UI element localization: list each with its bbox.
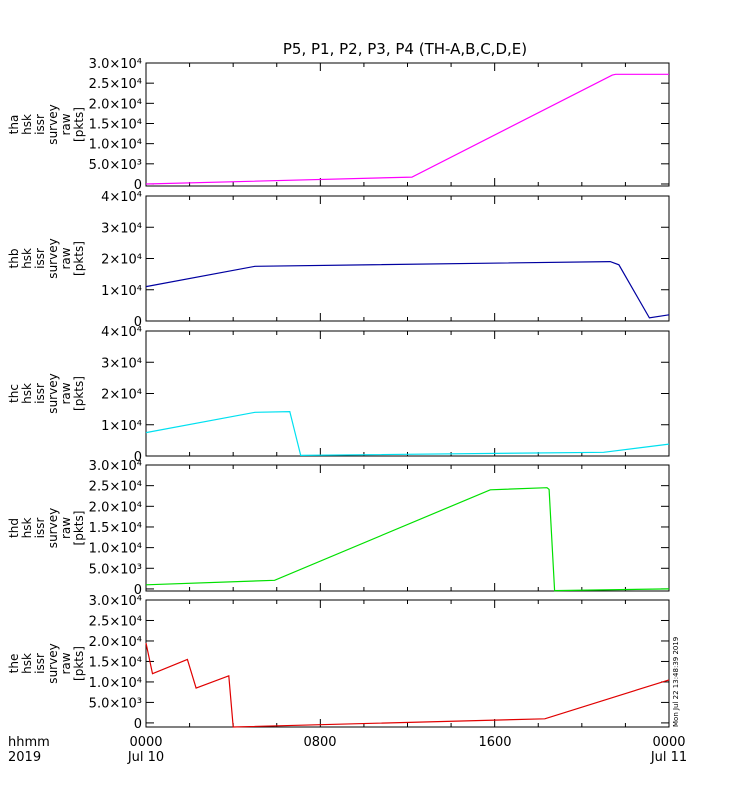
chart-title: P5, P1, P2, P3, P4 (TH-A,B,C,D,E)	[283, 40, 527, 58]
y-tick-label: 2.5×10⁴	[89, 614, 142, 629]
panel-thb: 0 1×10⁴ 2×10⁴ 3×10⁴ 4×10⁴ thb hsk issr survey raw…	[7, 190, 670, 330]
y-axis-label-line: issr	[33, 114, 47, 135]
panel-the: 0 5.0×10³ 1.0×10⁴ 1.5×10⁴ 2.0×10⁴ 2.5×10⁴ 3.0×…	[7, 594, 670, 732]
y-tick-label: 1.5×10⁴	[89, 655, 142, 670]
y-axis-label-line: issr	[33, 653, 47, 674]
y-axis-label-line: hsk	[20, 653, 34, 674]
y-tick-label: 5.0×10³	[89, 158, 142, 173]
x-tick-label-3: 0000	[652, 735, 685, 750]
y-axis-label-line: raw	[59, 517, 73, 539]
y-axis-label-line: survey	[46, 643, 60, 683]
y-axis-label-line: [pkts]	[72, 376, 86, 411]
y-axis-label: the hsk issr survey raw [pkts]	[7, 643, 86, 683]
y-axis-label-line: hsk	[20, 383, 34, 404]
y-axis-label-line: thb	[7, 249, 21, 269]
y-tick-label: 3×10⁴	[101, 356, 142, 371]
x-tick-label-1: 0800	[303, 735, 336, 750]
plot-frame	[145, 464, 670, 592]
series-line-thb	[145, 260, 670, 319]
x-tick-label-0: 0000	[129, 735, 162, 750]
y-axis-label-line: hsk	[20, 248, 34, 269]
y-tick-label: 0	[134, 583, 142, 598]
x-tick-sublabel-3: Jul 11	[650, 750, 687, 765]
y-tick-label: 2.0×10⁴	[89, 500, 142, 515]
y-axis-label-line: survey	[46, 238, 60, 278]
y-tick-label: 2.0×10⁴	[89, 635, 142, 650]
y-tick-label: 2×10⁴	[101, 253, 142, 268]
y-tick-label: 1.5×10⁴	[89, 521, 142, 536]
y-axis-label: thb hsk issr survey raw [pkts]	[7, 238, 86, 278]
y-tick-label: 3.0×10⁴	[89, 459, 142, 474]
x-axis-labels: 0000 Jul 10 0800 1600 0000 Jul 11	[127, 735, 687, 765]
y-axis-label-line: [pkts]	[72, 241, 86, 276]
y-tick-label: 4×10⁴	[101, 190, 142, 205]
y-tick-label: 3×10⁴	[101, 221, 142, 236]
y-axis-label-line: survey	[46, 508, 60, 548]
y-axis-label: tha hsk issr survey raw [pkts]	[7, 104, 86, 144]
y-axis-label-line: survey	[46, 373, 60, 413]
timestamp-stamp: Mon Jul 22 13:48:39 2019	[672, 637, 680, 727]
y-tick-label: 1.5×10⁴	[89, 117, 142, 132]
y-tick-label: 5.0×10³	[89, 562, 142, 577]
y-tick-label: 3.0×10⁴	[89, 57, 142, 72]
y-tick-label: 2.0×10⁴	[89, 97, 142, 112]
y-tick-label: 2.5×10⁴	[89, 77, 142, 92]
y-tick-label: 2.5×10⁴	[89, 480, 142, 495]
y-tick-label: 2×10⁴	[101, 388, 142, 403]
y-tick-label: 1×10⁴	[101, 284, 142, 299]
y-tick-label: 5.0×10³	[89, 696, 142, 711]
y-axis-label-line: issr	[33, 518, 47, 539]
time-format-label: hhmm	[8, 735, 50, 750]
y-axis-label-line: thd	[7, 518, 21, 538]
y-tick-label: 3.0×10⁴	[89, 594, 142, 609]
series-line-thd	[145, 487, 670, 592]
series-line-the	[145, 642, 670, 728]
y-axis-label-line: hsk	[20, 114, 34, 135]
x-tick-sublabel-0: Jul 10	[127, 750, 164, 765]
y-tick-label: 1.0×10⁴	[89, 542, 142, 557]
y-axis-label-line: the	[7, 654, 21, 674]
y-axis-label: thd hsk issr survey raw [pkts]	[7, 508, 86, 548]
y-axis-label-line: thc	[7, 384, 21, 403]
y-axis-label-line: tha	[7, 115, 21, 135]
y-axis-label-line: [pkts]	[72, 511, 86, 546]
y-axis-label-line: survey	[46, 104, 60, 144]
y-tick-label: 0	[134, 315, 142, 330]
y-axis-label-line: raw	[59, 652, 73, 674]
y-tick-label: 1×10⁴	[101, 419, 142, 434]
y-tick-label: 0	[134, 717, 142, 732]
y-tick-label: 4×10⁴	[101, 325, 142, 340]
panel-thd: 0 5.0×10³ 1.0×10⁴ 1.5×10⁴ 2.0×10⁴ 2.5×10⁴ 3.0×…	[7, 459, 670, 598]
y-axis-label-line: raw	[59, 382, 73, 404]
y-axis-label-line: raw	[59, 247, 73, 269]
series-line-tha	[145, 73, 669, 185]
plot-frame	[145, 330, 670, 457]
plot-frame	[145, 62, 670, 187]
y-axis-label-line: raw	[59, 113, 73, 135]
y-tick-label: 0	[134, 450, 142, 465]
x-tick-label-2: 1600	[478, 735, 511, 750]
y-tick-label: 0	[134, 178, 142, 193]
y-axis-label-line: issr	[33, 383, 47, 404]
plot-frame	[145, 195, 670, 322]
panel-tha: 0 5.0×10³ 1.0×10⁴ 1.5×10⁴ 2.0×10⁴ 2.5×10⁴ 3.0×…	[7, 57, 670, 193]
plot-frame	[145, 599, 670, 728]
y-tick-label: 1.0×10⁴	[89, 138, 142, 153]
panel-thc: 0 1×10⁴ 2×10⁴ 3×10⁴ 4×10⁴ thc hsk issr survey raw…	[7, 325, 670, 465]
y-axis-label-line: [pkts]	[72, 646, 86, 681]
series-line-thc	[145, 410, 670, 457]
y-axis-label-line: hsk	[20, 518, 34, 539]
year-label: 2019	[8, 750, 41, 765]
y-tick-label: 1.0×10⁴	[89, 676, 142, 691]
panels: 0 5.0×10³ 1.0×10⁴ 1.5×10⁴ 2.0×10⁴ 2.5×10⁴ 3.0×…	[7, 57, 670, 732]
y-axis-label: thc hsk issr survey raw [pkts]	[7, 373, 86, 413]
y-axis-label-line: issr	[33, 248, 47, 269]
y-axis-label-line: [pkts]	[72, 107, 86, 142]
